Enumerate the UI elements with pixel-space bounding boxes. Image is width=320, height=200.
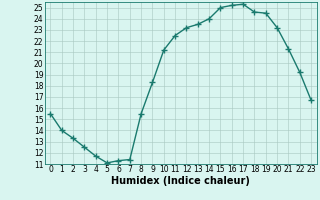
X-axis label: Humidex (Indice chaleur): Humidex (Indice chaleur): [111, 176, 250, 186]
